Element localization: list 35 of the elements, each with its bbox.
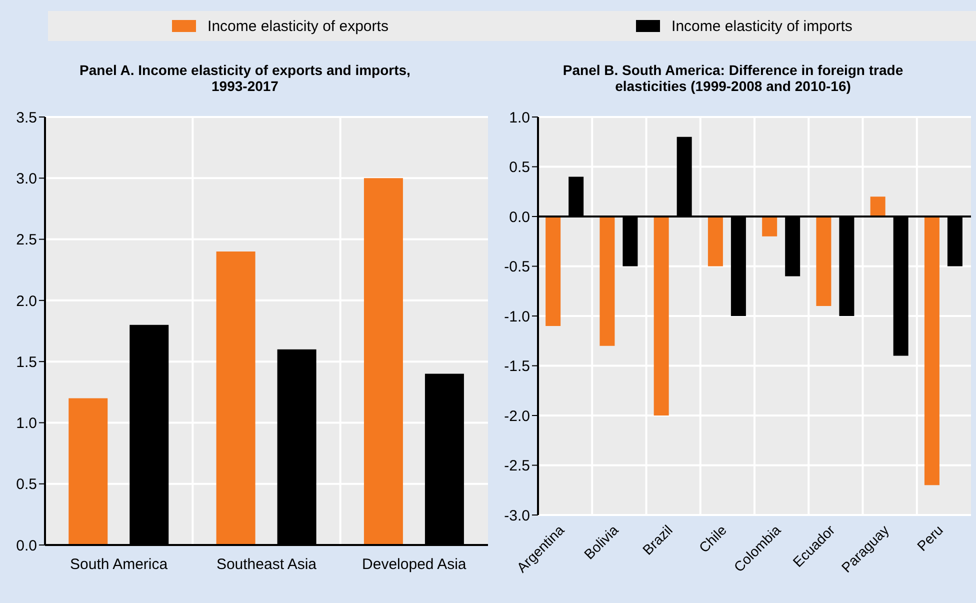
y-tick-label: 0.0 — [16, 537, 37, 554]
y-tick-label: -2.5 — [504, 458, 530, 475]
y-tick-label: -1.5 — [504, 358, 530, 376]
y-tick-label: -3.0 — [504, 507, 530, 524]
y-tick-label: 3.5 — [16, 109, 37, 126]
y-tick-label: 0.5 — [16, 476, 37, 494]
y-tick-label: 0.0 — [509, 208, 530, 226]
bar — [364, 178, 403, 545]
x-tick-label: Developed Asia — [362, 556, 467, 573]
bar — [546, 216, 561, 326]
bar — [762, 216, 778, 236]
y-tick-label: -0.5 — [504, 258, 530, 276]
y-tick-label: 3.0 — [16, 170, 37, 188]
legend-label: Income elasticity of exports — [208, 18, 388, 34]
bar — [654, 216, 669, 416]
y-tick-label: 0.5 — [509, 159, 530, 176]
bar — [600, 216, 615, 346]
x-tick-label: South America — [70, 556, 168, 573]
bar — [816, 216, 832, 306]
legend-label: Income elasticity of imports — [672, 18, 852, 34]
chart-title: Panel A. Income elasticity of exports and imports, 1993-2017 — [78, 60, 412, 96]
y-tick-label: 1.0 — [16, 415, 37, 432]
bar — [708, 216, 723, 266]
bar — [68, 398, 108, 545]
bar — [870, 196, 886, 216]
y-tick-label: 2.5 — [16, 232, 37, 249]
y-tick-label: -1.0 — [504, 308, 530, 326]
y-tick-label: 1.0 — [509, 109, 530, 126]
y-tick-label: 2.0 — [16, 292, 37, 310]
bar — [216, 252, 256, 545]
chart-title: Panel B. South America: Difference in foreign trade elasticities (1999-2008 and 2010-16) — [562, 60, 904, 96]
y-tick-label: 1.5 — [16, 354, 37, 371]
x-tick-label: Southeast Asia — [216, 556, 318, 573]
bar — [924, 216, 940, 486]
y-tick-label: -2.0 — [504, 408, 530, 425]
